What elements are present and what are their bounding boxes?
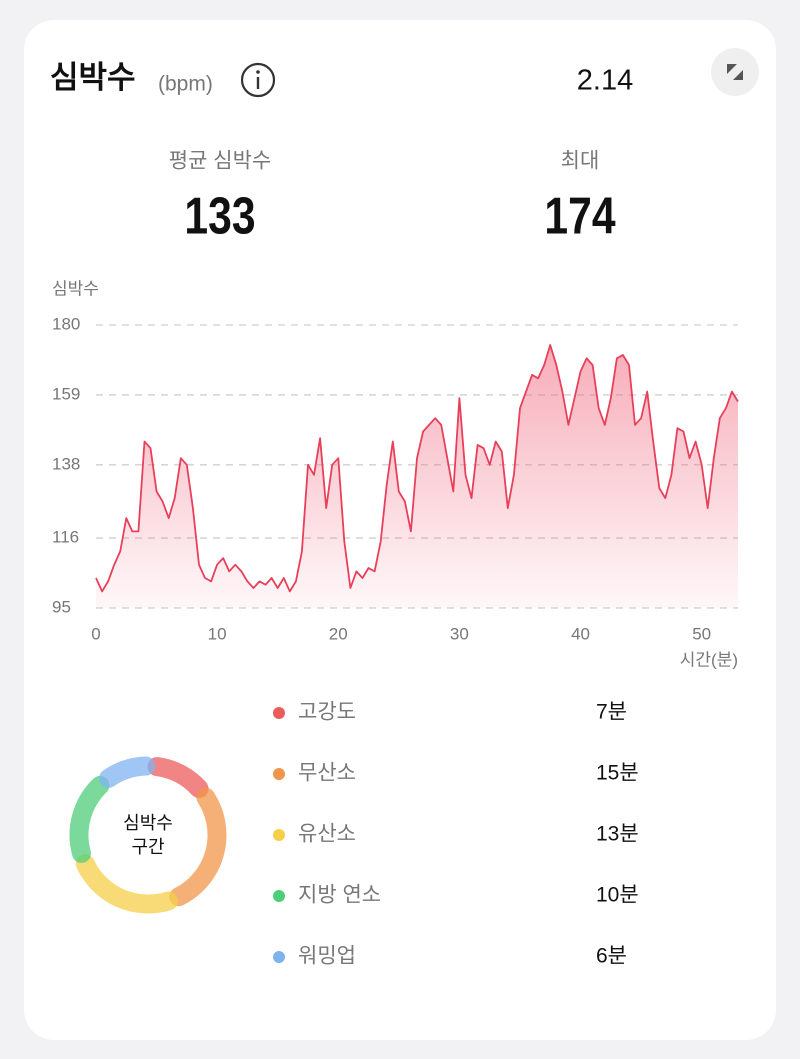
y-tick-label: 116 — [52, 528, 79, 547]
donut-segment — [75, 854, 178, 914]
legend-dot — [273, 951, 285, 963]
unit: (bpm) — [158, 73, 213, 96]
zone-name: 워밍업 — [298, 945, 356, 968]
donut-segment — [99, 756, 156, 788]
title: 심박수 — [50, 60, 136, 95]
legend-dot — [273, 768, 285, 780]
y-axis-label: 심박수 — [52, 279, 99, 298]
x-tick-label: 30 — [450, 624, 469, 643]
x-axis-label: 시간(분) — [680, 650, 738, 669]
stat-label: 평균 심박수 — [169, 150, 271, 173]
zone-name: 무산소 — [298, 762, 356, 785]
x-tick-label: 20 — [329, 624, 348, 643]
x-tick-label: 40 — [571, 624, 590, 643]
legend-dot — [273, 829, 285, 841]
x-tick-label: 0 — [91, 624, 100, 643]
zone-minutes: 7분 — [596, 701, 627, 724]
y-tick-label: 180 — [52, 314, 80, 333]
stat-value: 174 — [544, 188, 616, 246]
donut-segment — [169, 787, 227, 907]
zone-name: 유산소 — [298, 823, 356, 846]
expand-button[interactable] — [711, 48, 759, 96]
area — [96, 345, 738, 608]
date: 2.14 — [577, 65, 633, 97]
y-tick-label: 138 — [52, 454, 80, 473]
zone-name: 고강도 — [298, 701, 356, 724]
donut-center-label: 구간 — [131, 837, 164, 857]
legend-dot — [273, 890, 285, 902]
zone-name: 지방 연소 — [298, 884, 381, 907]
x-tick-label: 10 — [208, 624, 227, 643]
info-icon[interactable] — [240, 62, 276, 98]
stat-value: 133 — [184, 188, 255, 246]
x-tick-label: 50 — [692, 624, 711, 643]
donut-center-label: 심박수 — [123, 813, 173, 833]
legend-dot — [273, 707, 285, 719]
zone-minutes: 13분 — [596, 823, 639, 846]
zone-minutes: 15분 — [596, 762, 639, 785]
y-tick-label: 95 — [52, 597, 71, 616]
donut-segment — [69, 775, 110, 863]
y-tick-label: 159 — [52, 384, 80, 403]
donut-segment — [147, 757, 209, 799]
zone-minutes: 10분 — [596, 884, 639, 907]
zone-minutes: 6분 — [596, 945, 627, 968]
line — [95, 344, 739, 593]
stat-label: 최대 — [561, 150, 600, 173]
